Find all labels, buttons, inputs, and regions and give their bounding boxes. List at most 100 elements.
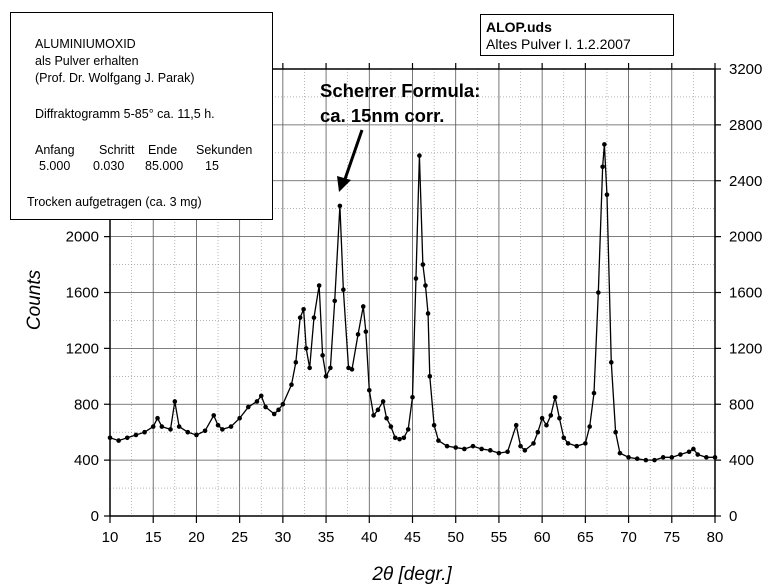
info-header-schritt: Schritt [99, 143, 135, 157]
y-tick-label-left: 400 [74, 452, 99, 469]
data-point [544, 422, 549, 428]
data-point [328, 365, 333, 371]
info-header-ende: Ende [148, 143, 178, 157]
data-point [185, 429, 191, 435]
data-point [669, 455, 675, 460]
data-point [531, 441, 536, 446]
x-tick-label: 35 [318, 529, 335, 546]
data-point [215, 422, 221, 428]
info-source: (Prof. Dr. Wolfgang J. Parak) [35, 71, 195, 85]
file-info-box: ALOP.uds Altes Pulver I. 1.2.2007 [480, 14, 674, 56]
data-point [539, 415, 545, 421]
data-point [425, 311, 431, 316]
data-point [453, 445, 459, 450]
file-description: Altes Pulver I. 1.2.2007 [486, 36, 631, 52]
info-value-schritt: 0.030 [93, 159, 125, 173]
data-point [289, 382, 294, 387]
data-point [591, 390, 597, 396]
x-tick-label: 50 [447, 529, 464, 546]
data-point [366, 387, 372, 393]
data-point [384, 415, 389, 421]
x-tick-label: 60 [534, 529, 551, 546]
data-point [574, 443, 580, 449]
info-value-ende: 85.000 [145, 159, 184, 173]
y-axis-label: Counts [24, 269, 45, 330]
data-point [413, 276, 419, 281]
data-point [561, 435, 567, 441]
data-point [159, 424, 165, 429]
data-point [133, 432, 139, 438]
data-point [375, 407, 381, 413]
y-tick-label-right: 2000 [729, 229, 762, 246]
data-point [202, 428, 208, 434]
data-point [124, 435, 130, 441]
data-point [557, 415, 562, 421]
data-point [600, 164, 605, 170]
data-point [518, 443, 523, 449]
data-point [660, 455, 666, 460]
info-header-sekunden: Sekunden [196, 143, 253, 157]
y-tick-label-left: 0 [91, 508, 99, 525]
x-tick-label: 75 [663, 529, 680, 546]
data-point [496, 450, 502, 456]
axis-ticks: 10 15 20 25 30 35 40 45 50 55 60 65 70 75 800400800120… [66, 61, 763, 546]
data-point [613, 429, 618, 435]
info-header-anfang: Anfang [35, 143, 75, 157]
data-point [150, 424, 156, 429]
x-tick-label: 10 [102, 529, 119, 546]
scherrer-annotation-line2: ca. 15nm corr. [320, 105, 445, 126]
data-point [535, 429, 541, 435]
y-tick-label-right: 1200 [729, 340, 762, 357]
data-point [360, 304, 366, 309]
data-point [397, 436, 402, 442]
data-point [522, 448, 528, 453]
info-value-anfang: 5.000 [39, 159, 71, 173]
data-point [355, 332, 361, 337]
data-point [276, 407, 281, 413]
data-point [116, 438, 121, 443]
data-point [307, 365, 312, 371]
data-point [363, 329, 369, 334]
x-tick-label: 40 [361, 529, 378, 546]
x-tick-label: 45 [404, 529, 421, 546]
data-point [176, 424, 182, 429]
data-point [583, 441, 588, 446]
data-point [380, 399, 386, 404]
data-point [587, 424, 592, 429]
annotation-arrow [342, 129, 364, 183]
data-point [293, 360, 299, 365]
data-point [301, 306, 306, 312]
y-tick-label-left: 800 [74, 396, 99, 413]
data-point [311, 315, 317, 320]
y-tick-label-right: 3200 [729, 61, 762, 78]
data-point [388, 424, 394, 429]
data-point [349, 367, 355, 372]
data-point [604, 192, 610, 198]
data-point [431, 422, 437, 428]
data-point [704, 455, 709, 460]
data-point [548, 413, 554, 418]
data-point [142, 429, 147, 435]
y-tick-label-left: 2000 [66, 229, 99, 246]
x-tick-label: 15 [145, 529, 162, 546]
data-point [634, 456, 640, 462]
data-point [280, 401, 286, 407]
data-point [220, 427, 225, 432]
data-point [643, 457, 649, 463]
data-point [686, 449, 692, 455]
data-point [691, 446, 696, 452]
data-point [371, 413, 376, 418]
data-point [297, 315, 303, 320]
data-point [303, 346, 309, 351]
file-name: ALOP.uds [486, 19, 552, 35]
y-tick-label-right: 1600 [729, 285, 762, 302]
data-point [228, 424, 234, 429]
data-series [107, 142, 718, 463]
data-point [316, 283, 322, 288]
data-point [401, 435, 407, 441]
data-point [652, 457, 657, 463]
y-tick-label-left: 1600 [66, 285, 99, 302]
data-point [505, 449, 510, 455]
data-point [695, 452, 701, 457]
